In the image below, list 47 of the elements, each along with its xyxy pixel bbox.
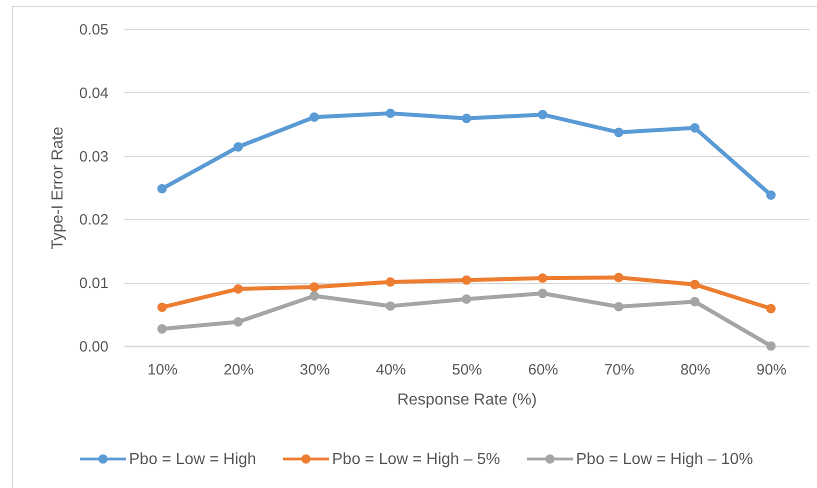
point (386, 301, 396, 311)
x-tick-label: 10% (148, 362, 178, 378)
x-tick-label: 50% (452, 362, 482, 378)
point (157, 302, 167, 312)
point (614, 302, 624, 312)
point (614, 272, 624, 282)
x-tick-label: 20% (224, 362, 254, 378)
point (310, 282, 320, 292)
y-tick-label: 0.05 (79, 22, 108, 38)
point (462, 294, 472, 304)
point (690, 123, 700, 133)
y-axis-title: Type-I Error Rate (49, 126, 66, 250)
x-tick-label: 70% (604, 362, 634, 378)
point (386, 108, 396, 118)
point (538, 288, 548, 298)
point (538, 110, 548, 120)
point (690, 296, 700, 306)
point (386, 277, 396, 287)
y-tick-label: 0.00 (79, 338, 108, 356)
x-axis-title: Response Rate (%) (397, 392, 537, 408)
y-tick-label: 0.01 (79, 275, 108, 292)
point (690, 280, 700, 290)
x-tick-label: 40% (376, 362, 406, 378)
point (766, 341, 776, 351)
point (310, 291, 320, 301)
point (462, 114, 472, 124)
x-tick-label: 30% (300, 362, 330, 378)
x-tick-label: 90% (756, 362, 786, 378)
y-tick-label: 0.04 (79, 84, 108, 102)
point (157, 184, 167, 194)
point (462, 275, 472, 285)
x-tick-label: 60% (528, 362, 558, 378)
point (766, 190, 776, 200)
legend-label: Pbo = Low = High – 10% (576, 451, 754, 468)
legend-label: Pbo = Low = High – 5% (332, 451, 500, 468)
point (614, 128, 624, 138)
point (233, 142, 243, 152)
y-tick-label: 0.03 (79, 148, 108, 166)
point (233, 317, 243, 327)
point (157, 324, 167, 334)
legend-label: Pbo = Low = High (129, 451, 256, 468)
point (233, 284, 243, 294)
point (538, 273, 548, 283)
y-tick-label: 0.02 (79, 212, 108, 229)
point (766, 304, 776, 314)
point (310, 112, 320, 122)
x-tick-label: 80% (680, 362, 710, 378)
